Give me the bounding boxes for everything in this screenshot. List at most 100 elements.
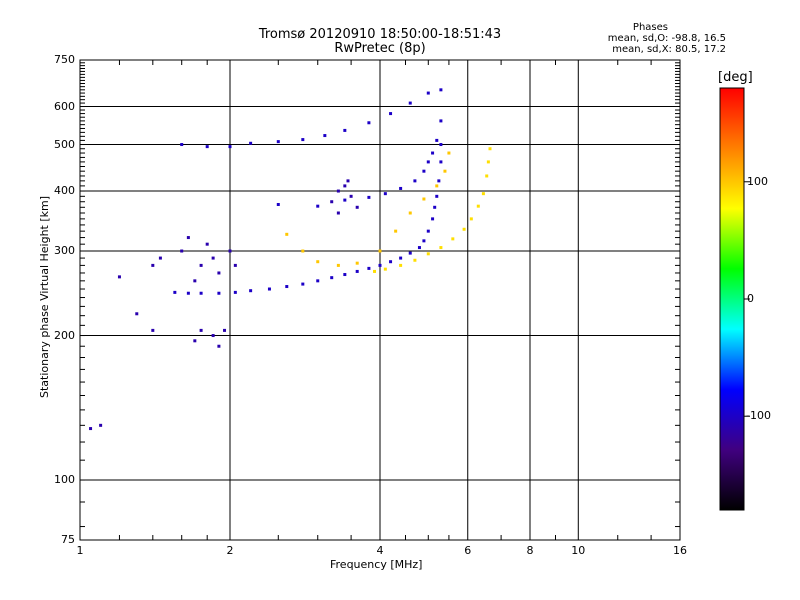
data-point xyxy=(408,251,412,255)
x-tick-label: 2 xyxy=(226,544,234,557)
x-tick-label: 8 xyxy=(526,544,534,557)
data-point xyxy=(135,312,139,316)
data-point xyxy=(378,249,382,253)
y-tick-label: 100 xyxy=(54,473,75,487)
data-point xyxy=(422,239,426,243)
stats-o-mode: mean, sd,O: -98.8, 16.5 xyxy=(607,33,726,44)
data-point xyxy=(462,227,466,231)
data-point xyxy=(267,287,271,291)
data-point xyxy=(186,236,190,240)
colorbar-tick-label: -100 xyxy=(746,409,771,423)
data-point xyxy=(233,290,237,294)
data-point xyxy=(336,211,340,215)
data-point xyxy=(336,189,340,193)
data-point xyxy=(316,260,320,264)
data-point xyxy=(431,217,435,221)
data-point xyxy=(367,121,371,125)
data-point xyxy=(349,194,353,198)
data-point xyxy=(199,328,203,332)
data-point xyxy=(316,279,320,283)
x-axis-label: Frequency [MHz] xyxy=(330,558,423,571)
data-point xyxy=(399,256,403,260)
data-point xyxy=(394,229,398,233)
data-point xyxy=(435,184,439,188)
data-point xyxy=(469,217,473,221)
data-point xyxy=(435,138,439,142)
data-point xyxy=(451,237,455,241)
data-point xyxy=(193,279,197,283)
data-point xyxy=(249,141,253,145)
data-point xyxy=(180,249,184,253)
y-tick-label: 300 xyxy=(54,244,75,257)
data-point xyxy=(301,138,305,142)
data-point xyxy=(383,267,387,271)
data-point xyxy=(301,282,305,286)
data-point xyxy=(399,263,403,267)
data-point xyxy=(199,263,203,267)
stats-heading: Phases xyxy=(632,22,668,33)
colorbar-ticks xyxy=(744,181,750,417)
data-point xyxy=(173,290,177,294)
data-point xyxy=(343,273,347,277)
data-point xyxy=(158,256,162,260)
data-point xyxy=(439,143,443,147)
y-axis-label: Stationary phase Virtual Height [km] xyxy=(38,195,51,398)
x-tick-label: 6 xyxy=(464,544,472,557)
data-point xyxy=(439,246,443,250)
data-point xyxy=(426,252,430,256)
data-point xyxy=(186,291,190,295)
data-point xyxy=(117,275,121,279)
data-point xyxy=(389,260,393,264)
data-point xyxy=(228,145,232,149)
data-point xyxy=(180,143,184,147)
data-point xyxy=(205,145,209,149)
data-point xyxy=(151,263,155,267)
data-point xyxy=(343,184,347,188)
colorbar-tick-label: 0 xyxy=(747,292,754,305)
data-point xyxy=(485,174,489,178)
data-point xyxy=(211,334,215,338)
data-point xyxy=(285,232,289,236)
data-point xyxy=(422,197,426,201)
colorbar-label: [deg] xyxy=(718,70,753,85)
data-point xyxy=(99,423,103,427)
data-point xyxy=(439,88,443,92)
data-point xyxy=(285,285,289,289)
data-point xyxy=(439,160,443,164)
data-point xyxy=(408,101,412,105)
data-point xyxy=(431,151,435,155)
data-point xyxy=(276,140,280,144)
data-point xyxy=(439,119,443,123)
colorbar-tick-label: 100 xyxy=(747,174,768,188)
chart-title-line-1: Tromsø 20120910 18:50:00-18:51:43 xyxy=(258,27,502,42)
data-point xyxy=(367,195,371,199)
data-point xyxy=(355,261,359,265)
data-points xyxy=(89,88,492,431)
data-point xyxy=(316,204,320,208)
data-point xyxy=(151,328,155,332)
data-point xyxy=(476,204,480,208)
data-point xyxy=(399,186,403,190)
data-point xyxy=(355,205,359,209)
data-point xyxy=(426,160,430,164)
y-tick-label: 500 xyxy=(54,137,75,151)
data-point xyxy=(205,242,209,246)
data-point xyxy=(486,160,490,164)
grid-lines xyxy=(80,60,680,540)
data-point xyxy=(228,249,232,253)
data-point xyxy=(193,339,197,343)
stats-x-mode: mean, sd,X: 80.5, 17.2 xyxy=(612,44,726,55)
plot-frame xyxy=(79,59,681,541)
data-point xyxy=(211,256,215,260)
data-point xyxy=(435,194,439,198)
data-point xyxy=(383,192,387,196)
data-point xyxy=(336,263,340,267)
chart-title-line-2: RwPretec (8p) xyxy=(334,41,426,56)
colorbar xyxy=(719,87,745,511)
data-point xyxy=(223,328,227,332)
data-point xyxy=(413,179,417,183)
data-point xyxy=(276,202,280,206)
x-tick-label: 16 xyxy=(673,544,687,557)
data-point xyxy=(346,179,350,183)
